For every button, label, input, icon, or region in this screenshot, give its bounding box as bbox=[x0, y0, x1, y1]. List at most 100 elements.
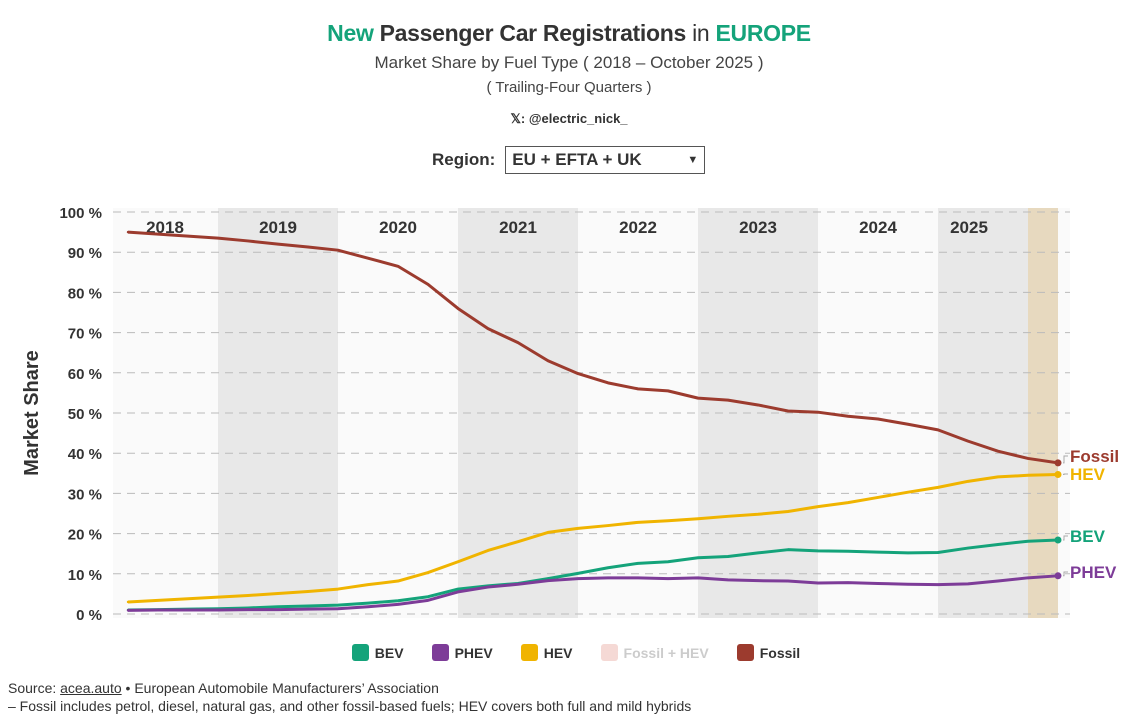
data-point bbox=[756, 403, 760, 407]
data-point bbox=[426, 599, 430, 602]
series-line-hev bbox=[127, 473, 1059, 604]
data-point bbox=[846, 501, 850, 504]
data-point bbox=[306, 245, 310, 249]
data-point bbox=[576, 372, 580, 375]
data-point bbox=[786, 548, 790, 551]
data-point bbox=[276, 605, 280, 608]
data-point bbox=[936, 551, 940, 554]
data-point bbox=[486, 549, 490, 552]
legend-item-fossil-hev[interactable]: Fossil + HEV bbox=[600, 644, 709, 661]
data-point bbox=[726, 555, 730, 558]
y-axis-label: Market Share bbox=[21, 350, 43, 476]
data-point bbox=[756, 513, 760, 516]
data-point bbox=[576, 527, 580, 530]
data-point bbox=[606, 576, 610, 580]
end-label-fossil: Fossil bbox=[1070, 447, 1119, 466]
data-point bbox=[966, 439, 970, 443]
data-point bbox=[186, 234, 190, 238]
data-point bbox=[156, 232, 160, 236]
data-point bbox=[756, 551, 760, 555]
data-point bbox=[156, 608, 160, 612]
y-tick-label: 0 % bbox=[76, 607, 102, 624]
data-point bbox=[1026, 457, 1030, 460]
data-point bbox=[456, 587, 460, 591]
series-line-phev bbox=[127, 574, 1059, 612]
y-tick-label: 70 % bbox=[68, 326, 102, 343]
end-label-connector bbox=[1063, 571, 1068, 577]
legend-item-fossil[interactable]: Fossil bbox=[736, 644, 800, 661]
data-point bbox=[696, 396, 700, 400]
y-tick-label: 10 % bbox=[68, 567, 102, 584]
series-line-fossil bbox=[127, 230, 1059, 465]
data-point bbox=[1054, 536, 1062, 544]
data-point bbox=[516, 341, 520, 344]
footnote: – Fossil includes petrol, diesel, natura… bbox=[8, 698, 692, 714]
data-point bbox=[216, 595, 220, 599]
data-point bbox=[966, 480, 970, 483]
data-point bbox=[666, 389, 670, 393]
data-point bbox=[456, 590, 460, 594]
data-point bbox=[846, 415, 850, 418]
y-tick-label: 60 % bbox=[68, 366, 102, 383]
source-link[interactable]: acea.auto bbox=[60, 680, 122, 696]
y-tick-label: 100 % bbox=[59, 205, 102, 222]
data-point bbox=[816, 410, 820, 414]
data-point bbox=[126, 600, 130, 604]
data-point bbox=[786, 510, 790, 513]
data-point bbox=[246, 239, 250, 243]
data-point bbox=[786, 409, 790, 413]
data-point bbox=[576, 572, 580, 575]
data-point bbox=[366, 257, 370, 260]
legend-label: HEV bbox=[543, 644, 573, 661]
data-point bbox=[426, 571, 430, 574]
year-label: 2019 bbox=[259, 218, 297, 237]
data-point bbox=[126, 230, 130, 234]
data-point bbox=[636, 521, 640, 524]
data-point bbox=[876, 417, 880, 421]
data-point bbox=[1054, 459, 1062, 467]
data-point bbox=[126, 609, 130, 612]
year-label: 2018 bbox=[146, 218, 184, 237]
series-line-bev bbox=[127, 538, 1059, 612]
data-point bbox=[366, 583, 370, 586]
data-point bbox=[996, 475, 1000, 479]
y-tick-label: 20 % bbox=[68, 527, 102, 544]
data-point bbox=[966, 582, 970, 586]
data-point bbox=[156, 599, 160, 602]
data-point bbox=[726, 398, 730, 402]
data-point bbox=[996, 579, 1000, 583]
data-point bbox=[876, 496, 880, 499]
data-point bbox=[396, 599, 400, 602]
data-point bbox=[816, 549, 820, 553]
data-point bbox=[546, 531, 550, 534]
data-point bbox=[696, 517, 700, 520]
legend-item-phev[interactable]: PHEV bbox=[431, 644, 493, 661]
region-selected-value: EU + EFTA + UK bbox=[512, 150, 642, 169]
data-point bbox=[906, 551, 910, 555]
data-point bbox=[336, 607, 340, 610]
data-point bbox=[186, 597, 190, 600]
data-point bbox=[336, 603, 340, 607]
data-point bbox=[906, 490, 910, 494]
data-point bbox=[306, 604, 310, 608]
y-tick-label: 80 % bbox=[68, 285, 102, 302]
region-control: Region: EU + EFTA + UK ▼ bbox=[432, 146, 706, 174]
legend-swatch bbox=[351, 644, 369, 661]
data-point bbox=[216, 236, 220, 240]
data-point bbox=[276, 592, 280, 595]
data-point bbox=[396, 579, 400, 583]
data-point bbox=[876, 550, 880, 554]
y-tick-label: 50 % bbox=[68, 406, 102, 423]
year-label: 2021 bbox=[499, 218, 537, 237]
region-select[interactable]: EU + EFTA + UK ▼ bbox=[505, 146, 706, 174]
data-point bbox=[366, 605, 370, 608]
data-point bbox=[396, 603, 400, 606]
data-point bbox=[396, 265, 400, 268]
legend-item-bev[interactable]: BEV bbox=[351, 644, 404, 661]
data-point bbox=[816, 581, 820, 585]
legend-item-hev[interactable]: HEV bbox=[520, 644, 573, 661]
data-point bbox=[516, 583, 520, 586]
data-point bbox=[246, 608, 250, 611]
end-label-bev: BEV bbox=[1070, 527, 1106, 546]
data-point bbox=[636, 387, 640, 391]
